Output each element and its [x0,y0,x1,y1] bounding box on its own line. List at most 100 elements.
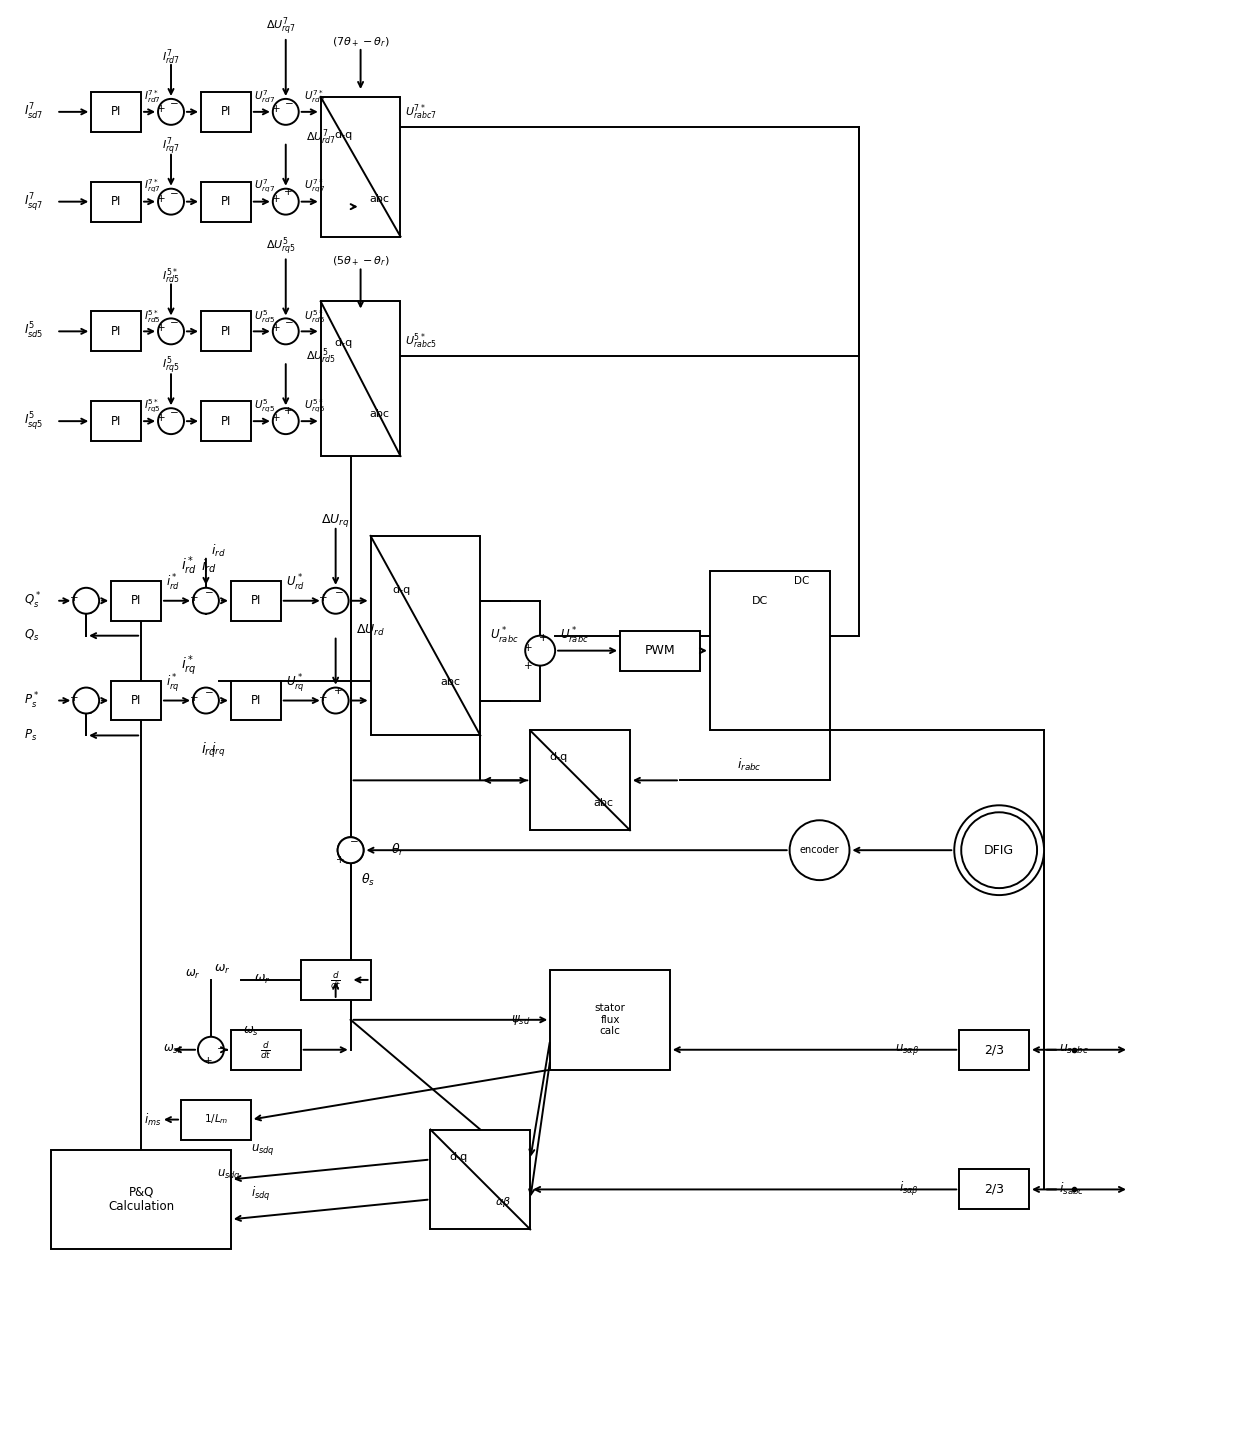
Text: $I^{5*}_{rq5}$: $I^{5*}_{rq5}$ [144,398,161,415]
Bar [92,92,141,132]
Text: +: + [272,323,280,333]
Text: encoder: encoder [800,846,839,856]
Text: $-$: $-$ [169,97,179,107]
Text: $P^*_s$: $P^*_s$ [25,691,40,711]
Text: +: + [320,693,327,703]
Text: $(5\theta_+ - \theta_r)$: $(5\theta_+ - \theta_r)$ [332,255,389,269]
Text: $(7\theta_+ - \theta_r)$: $(7\theta_+ - \theta_r)$ [332,36,389,49]
Text: $-$: $-$ [83,707,93,717]
Text: $\omega_r$: $\omega_r$ [254,973,270,986]
Text: +: + [523,643,532,653]
Bar [112,681,161,720]
Bar [231,681,280,720]
Text: d-q: d-q [392,585,410,595]
Text: $I^5_{sd5}$: $I^5_{sd5}$ [25,322,43,342]
Text: $i_{rabc}$: $i_{rabc}$ [738,757,763,773]
Bar [620,631,699,671]
Text: $\Delta U^7_{rd7}$: $\Delta U^7_{rd7}$ [306,127,336,146]
Text: $I^5_{rq5}$: $I^5_{rq5}$ [162,355,180,378]
Text: +: + [190,592,198,602]
Circle shape [955,806,1044,896]
Text: $I^7_{rd7}$: $I^7_{rd7}$ [162,47,180,67]
Circle shape [198,1037,224,1063]
Text: +: + [272,193,280,203]
Text: PI: PI [250,694,260,707]
Text: $i_{rq}$: $i_{rq}$ [211,741,226,760]
Bar [231,1030,301,1070]
Text: PI: PI [221,415,231,428]
Text: +: + [190,693,198,703]
Bar [430,1129,531,1229]
Circle shape [73,588,99,614]
Bar [531,730,630,830]
Text: PWM: PWM [645,644,676,657]
Text: PI: PI [221,106,231,119]
Text: PI: PI [110,195,122,207]
Circle shape [961,813,1037,889]
Text: $u_{sabc}$: $u_{sabc}$ [1059,1043,1089,1056]
Circle shape [193,588,219,614]
Text: +: + [336,856,345,866]
Circle shape [157,189,184,215]
Text: PI: PI [250,594,260,607]
Bar [92,182,141,222]
Bar [301,960,371,1000]
Text: $i^*_{rq}$: $i^*_{rq}$ [166,671,180,694]
Text: $U^*_{rabc}$: $U^*_{rabc}$ [560,625,589,645]
Text: $i_{rq}$: $i_{rq}$ [201,741,217,760]
Text: $U^{7*}_{rq7}$: $U^{7*}_{rq7}$ [304,177,325,196]
Bar [231,581,280,621]
Text: +: + [203,1056,212,1066]
Text: $U^{7*}_{rd7}$: $U^{7*}_{rd7}$ [304,89,325,106]
Circle shape [337,837,363,863]
Bar [709,571,830,730]
Text: $i^*_{rq}$: $i^*_{rq}$ [181,654,197,678]
Circle shape [273,99,299,124]
Text: $i_{sabc}$: $i_{sabc}$ [1059,1182,1085,1198]
Text: abc: abc [370,409,389,419]
Bar [201,312,250,352]
Text: $Q_s$: $Q_s$ [25,628,40,643]
Text: $I^{7*}_{rd7}$: $I^{7*}_{rd7}$ [144,89,161,106]
Text: abc: abc [370,193,389,203]
Text: $U^*_{rd}$: $U^*_{rd}$ [285,572,305,592]
Text: stator
flux
calc: stator flux calc [595,1003,625,1036]
Text: $U^*_{rq}$: $U^*_{rq}$ [285,671,305,694]
Text: $i^*_{rd}$: $i^*_{rd}$ [166,572,180,592]
Text: $I^{7*}_{rq7}$: $I^{7*}_{rq7}$ [144,177,161,196]
Text: $-$: $-$ [348,836,358,846]
Text: d-q: d-q [449,1152,467,1162]
Bar [92,312,141,352]
Text: 2/3: 2/3 [985,1183,1004,1196]
Text: $\theta_s$: $\theta_s$ [361,871,374,889]
Bar [960,1030,1029,1070]
Text: $Q^*_s$: $Q^*_s$ [25,591,42,611]
Text: $1/L_m$: $1/L_m$ [203,1113,228,1126]
Text: +: + [69,693,78,703]
Text: $U^5_{rd5}$: $U^5_{rd5}$ [254,308,275,325]
Text: +: + [272,104,280,114]
Text: PI: PI [110,415,122,428]
Bar [960,1169,1029,1209]
Circle shape [273,189,299,215]
Text: $-$: $-$ [284,97,294,107]
Text: $-$: $-$ [169,186,179,196]
Text: +: + [272,414,280,424]
Bar [321,302,401,456]
Text: +: + [284,406,293,416]
Bar [371,535,480,736]
Text: abc: abc [593,798,613,809]
Circle shape [322,687,348,714]
Text: d-q: d-q [549,753,567,763]
Text: $I^7_{sd7}$: $I^7_{sd7}$ [25,102,43,122]
Bar [51,1149,231,1249]
Text: $\frac{d}{dt}$: $\frac{d}{dt}$ [260,1039,272,1060]
Circle shape [157,99,184,124]
Text: DC: DC [794,575,810,585]
Bar [181,1099,250,1139]
Text: $U^{5*}_{rabc5}$: $U^{5*}_{rabc5}$ [405,332,436,351]
Text: $I^{5*}_{rd5}$: $I^{5*}_{rd5}$ [162,266,180,286]
Text: $I^7_{rq7}$: $I^7_{rq7}$ [162,136,180,157]
Bar [92,401,141,441]
Text: $P_s$: $P_s$ [25,728,37,743]
